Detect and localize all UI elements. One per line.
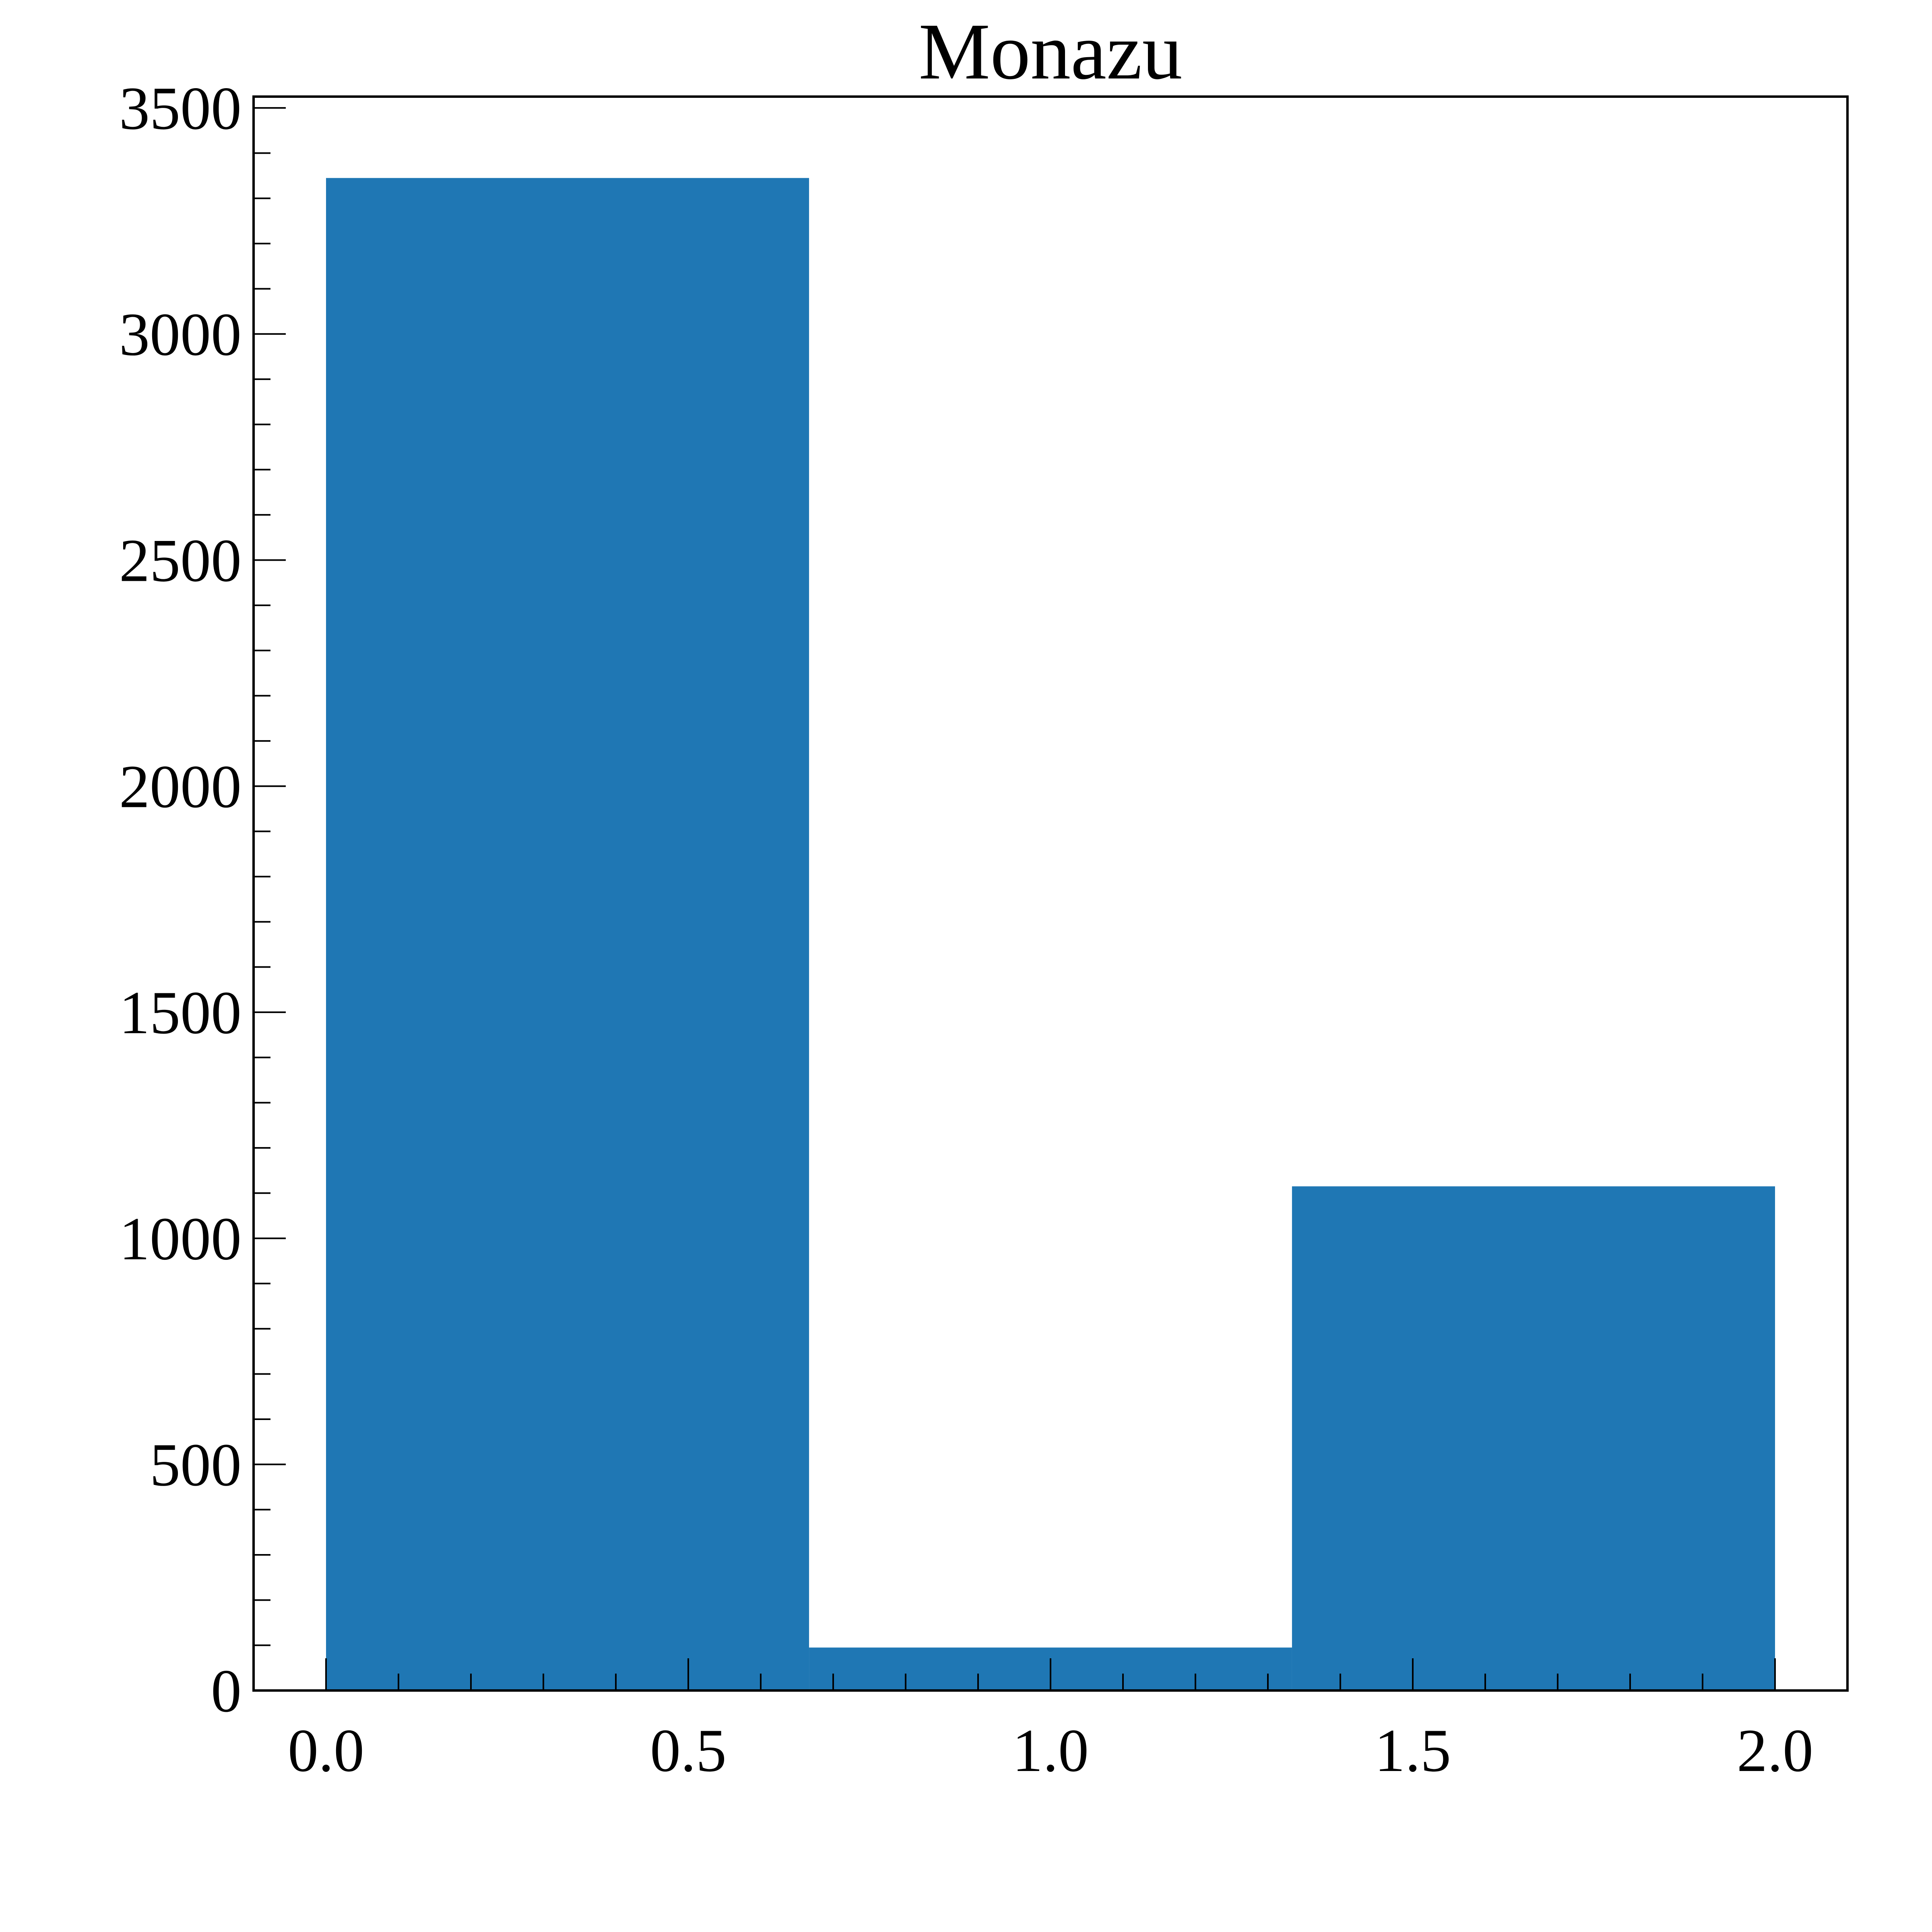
plot-frame: [252, 95, 1849, 1692]
ticks-layer: [254, 107, 1776, 1691]
x-tick-label: 1.5: [1375, 1717, 1451, 1784]
x-tick-label: 0.5: [650, 1717, 727, 1784]
x-tick-label: 0.0: [288, 1717, 364, 1784]
y-tick-label: 2500: [119, 526, 242, 594]
bars-layer: [326, 178, 1775, 1690]
tick-labels-layer: 0.0 0.5 1.0 1.5 2.0 0 500 1000 1500 2000 2500 3000 3…: [119, 74, 1813, 1784]
histogram-bar-0: [326, 178, 809, 1690]
y-tick-label: 1500: [119, 979, 242, 1046]
y-tick-label: 0: [211, 1657, 242, 1725]
y-tick-label: 3500: [119, 74, 242, 142]
x-tick-label: 1.0: [1012, 1717, 1089, 1784]
chart-title: Monazu: [919, 7, 1182, 96]
y-tick-label: 500: [150, 1431, 242, 1499]
y-tick-label: 1000: [119, 1205, 242, 1273]
y-tick-label: 3000: [119, 301, 242, 368]
histogram-bar-2: [1292, 1186, 1775, 1690]
y-tick-label: 2000: [119, 753, 242, 820]
x-tick-label: 2.0: [1737, 1717, 1813, 1784]
